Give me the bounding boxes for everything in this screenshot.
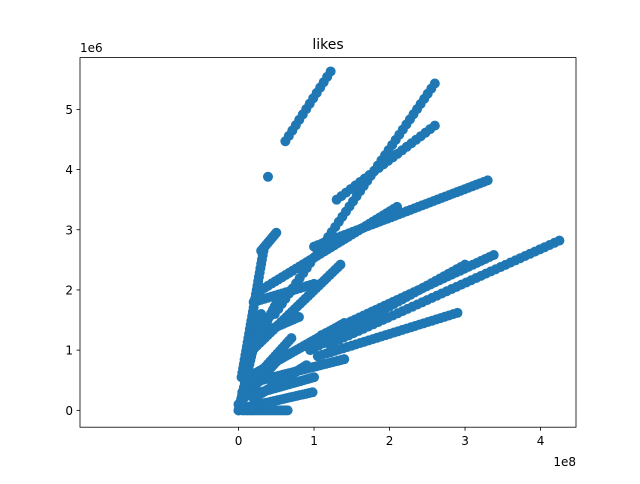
- y-tick-label: 5: [65, 103, 73, 117]
- data-point: [482, 175, 493, 186]
- data-point: [339, 354, 350, 365]
- y-tick-label: 0: [65, 404, 73, 418]
- data-point: [429, 120, 440, 131]
- y-axis: 0 1 2 3 4 5: [65, 103, 80, 418]
- x-tick-label: 4: [537, 434, 545, 448]
- data-point: [339, 318, 350, 329]
- x-axis: 0 1 2 3 4: [235, 427, 545, 448]
- data-point: [256, 309, 267, 320]
- data-point: [460, 259, 471, 270]
- data-point: [307, 387, 318, 398]
- y-tick-label: 2: [65, 283, 73, 297]
- data-point: [293, 312, 304, 323]
- y-tick-label: 3: [65, 223, 73, 237]
- data-point: [275, 290, 286, 301]
- y-tick-label: 4: [65, 163, 73, 177]
- data-point: [452, 307, 463, 318]
- y-axis-multiplier: 1e6: [80, 41, 103, 55]
- data-point: [488, 250, 499, 261]
- data-point: [325, 66, 336, 77]
- x-tick-label: 3: [461, 434, 469, 448]
- x-tick-label: 2: [386, 434, 394, 448]
- data-point: [554, 235, 565, 246]
- chart-title: likes: [312, 37, 343, 53]
- data-point: [286, 333, 297, 344]
- points-layer: [233, 66, 565, 416]
- data-point: [335, 259, 346, 270]
- plot-area-frame: [79, 57, 577, 428]
- data-point: [301, 360, 312, 371]
- data-point: [262, 171, 273, 182]
- data-point: [241, 375, 252, 386]
- y-tick-label: 1: [65, 344, 73, 358]
- x-axis-multiplier: 1e8: [553, 455, 576, 469]
- data-point: [309, 372, 320, 383]
- x-tick-label: 1: [310, 434, 318, 448]
- data-point: [271, 227, 282, 238]
- data-point: [282, 405, 293, 416]
- x-tick-label: 0: [235, 434, 243, 448]
- data-point: [429, 78, 440, 89]
- data-point: [309, 278, 320, 289]
